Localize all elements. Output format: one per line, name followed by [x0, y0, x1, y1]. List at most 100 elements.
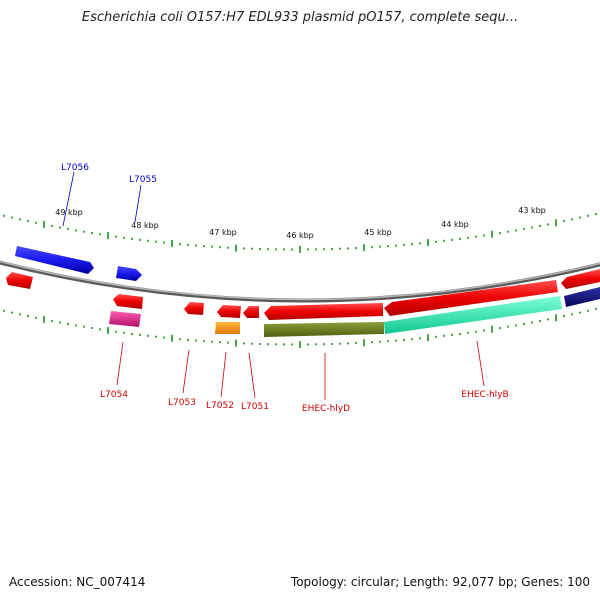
gene-l7055[interactable]	[116, 266, 142, 281]
outer-ring-major-tick	[491, 230, 493, 238]
kbp-label-44: 44 kbp	[441, 220, 469, 229]
outer-ring-minor-tick	[219, 246, 221, 249]
gene-navy[interactable]	[564, 287, 600, 307]
outer-ring-minor-tick	[339, 247, 341, 250]
outer-ring-minor-tick	[275, 248, 277, 251]
kbp-label-45: 45 kbp	[364, 228, 392, 237]
inner-ring-minor-tick	[3, 309, 5, 312]
label-l7056[interactable]: L7056	[61, 163, 89, 173]
gene-l7052[interactable]	[215, 322, 240, 334]
gene-red-2[interactable]	[184, 302, 204, 315]
outer-ring-minor-tick	[211, 245, 213, 248]
inner-ring-minor-tick	[243, 342, 245, 345]
gene-red-5[interactable]	[264, 303, 383, 320]
outer-ring-major-tick	[235, 244, 237, 252]
outer-ring-major-tick	[363, 244, 365, 252]
inner-ring-major-tick	[235, 339, 237, 347]
leader-l7056	[62, 171, 75, 227]
inner-ring-minor-tick	[435, 335, 437, 338]
inner-ring-minor-tick	[587, 309, 589, 312]
outer-ring-minor-tick	[443, 239, 445, 242]
outer-ring-major-tick	[171, 239, 173, 247]
gene-red-3[interactable]	[217, 305, 241, 318]
label-l7051[interactable]: L7051	[241, 402, 269, 412]
outer-ring-minor-tick	[243, 247, 245, 250]
inner-ring-minor-tick	[59, 321, 61, 324]
inner-tick-ring	[3, 307, 597, 348]
outer-ring-minor-tick	[411, 243, 413, 246]
outer-ring-minor-tick	[499, 232, 501, 235]
gene-right-edge[interactable]	[561, 269, 600, 289]
outer-ring-minor-tick	[67, 227, 69, 230]
outer-ring-minor-tick	[3, 214, 5, 217]
inner-ring-minor-tick	[75, 324, 77, 327]
outer-ring-minor-tick	[467, 236, 469, 239]
gene-left-edge[interactable]	[6, 272, 33, 289]
leader-l7053	[182, 349, 190, 394]
outer-ring-major-tick	[43, 220, 45, 228]
label-l7053[interactable]: L7053	[168, 398, 196, 408]
inner-ring-minor-tick	[355, 342, 357, 345]
inner-ring-minor-tick	[483, 329, 485, 332]
inner-ring-minor-tick	[347, 342, 349, 345]
inner-ring-minor-tick	[507, 325, 509, 328]
gene-red-6[interactable]	[384, 280, 558, 316]
outer-ring-minor-tick	[475, 235, 477, 238]
inner-ring-minor-tick	[283, 343, 285, 346]
inner-ring-minor-tick	[379, 340, 381, 343]
gene-l7056[interactable]	[15, 246, 94, 274]
gene-red-4[interactable]	[243, 306, 259, 318]
accession-text: Accession: NC_007414	[9, 575, 146, 589]
outer-ring-minor-tick	[323, 248, 325, 251]
inner-ring-minor-tick	[371, 341, 373, 344]
leader-l7052	[220, 351, 227, 398]
inner-ring-minor-tick	[267, 343, 269, 346]
inner-ring-major-tick	[363, 339, 365, 347]
inner-ring-minor-tick	[571, 313, 573, 316]
outer-ring-minor-tick	[131, 237, 133, 240]
outer-ring-minor-tick	[11, 216, 13, 219]
gene-ehec-hlyb[interactable]	[384, 296, 562, 334]
outer-ring-minor-tick	[395, 244, 397, 247]
label-l7052[interactable]: L7052	[206, 401, 234, 411]
gene-l7054[interactable]	[109, 311, 141, 327]
outer-ring-minor-tick	[115, 235, 117, 238]
kbp-label-43: 43 kbp	[518, 206, 546, 215]
inner-ring-minor-tick	[291, 343, 293, 346]
label-l7055[interactable]: L7055	[129, 175, 157, 185]
inner-ring-minor-tick	[419, 337, 421, 340]
inner-ring-minor-tick	[339, 342, 341, 345]
inner-ring-minor-tick	[203, 340, 205, 343]
label-ehec-hlyd[interactable]: EHEC-hlyD	[302, 404, 350, 414]
inner-ring-minor-tick	[91, 327, 93, 329]
gene-red-1[interactable]	[113, 294, 143, 309]
label-ehec-hlyb[interactable]: EHEC-hlyB	[461, 390, 508, 400]
outer-ring-minor-tick	[315, 248, 317, 251]
outer-ring-minor-tick	[387, 245, 389, 248]
inner-ring-minor-tick	[467, 331, 469, 334]
outer-ring-minor-tick	[283, 248, 285, 251]
outer-ring-minor-tick	[403, 243, 405, 246]
leader-ehec-hlyb	[476, 340, 485, 387]
inner-ring-minor-tick	[315, 343, 317, 346]
inner-ring-minor-tick	[499, 327, 501, 330]
label-l7054[interactable]: L7054	[100, 390, 128, 400]
inner-ring-minor-tick	[187, 338, 189, 341]
inner-ring-minor-tick	[211, 340, 213, 343]
inner-ring-minor-tick	[67, 322, 69, 325]
outer-ring-minor-tick	[523, 228, 525, 230]
inner-ring-minor-tick	[523, 323, 525, 325]
inner-ring-minor-tick	[99, 328, 101, 331]
outer-ring-minor-tick	[291, 248, 293, 251]
inner-ring-minor-tick	[155, 335, 157, 338]
outer-ring-minor-tick	[91, 232, 93, 234]
outer-ring-minor-tick	[227, 246, 229, 249]
outer-ring-major-tick	[427, 239, 429, 247]
gene-ehec-hlyd[interactable]	[264, 322, 384, 337]
inner-ring-minor-tick	[539, 320, 541, 322]
outer-ring-minor-tick	[371, 246, 373, 249]
outer-ring-minor-tick	[419, 242, 421, 245]
inner-ring-major-tick	[427, 334, 429, 342]
inner-ring-minor-tick	[179, 338, 181, 341]
